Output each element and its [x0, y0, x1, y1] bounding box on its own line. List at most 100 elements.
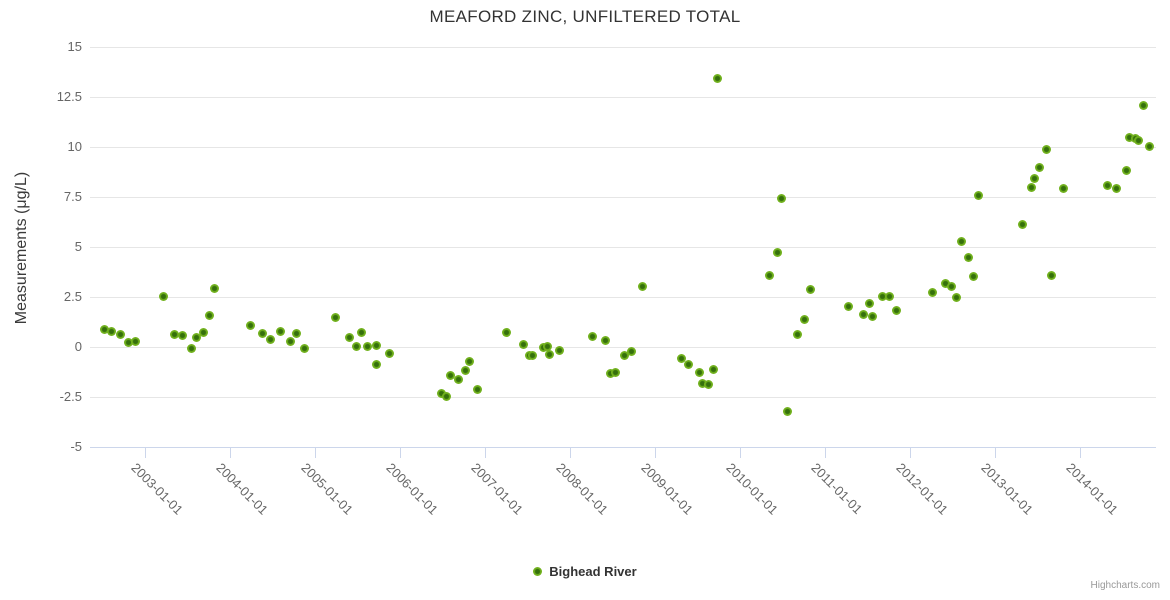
data-point[interactable]	[927, 287, 937, 297]
data-point[interactable]	[292, 328, 302, 338]
data-point[interactable]	[473, 384, 483, 394]
data-point[interactable]	[708, 364, 718, 374]
gridline	[90, 196, 1156, 198]
data-point[interactable]	[461, 365, 471, 375]
gridline	[90, 46, 1156, 48]
data-point[interactable]	[441, 391, 451, 401]
data-point[interactable]	[371, 340, 381, 350]
data-point[interactable]	[627, 346, 636, 356]
data-point[interactable]	[106, 326, 116, 336]
data-point[interactable]	[258, 328, 268, 338]
data-point[interactable]	[436, 388, 446, 398]
data-point[interactable]	[191, 332, 201, 342]
data-point[interactable]	[542, 341, 552, 351]
data-point[interactable]	[159, 291, 169, 301]
data-point[interactable]	[783, 406, 793, 416]
data-point[interactable]	[210, 283, 220, 293]
data-point[interactable]	[130, 336, 140, 346]
data-point[interactable]	[519, 339, 529, 349]
data-point[interactable]	[940, 278, 950, 288]
data-point[interactable]	[265, 334, 275, 344]
data-point[interactable]	[246, 320, 256, 330]
data-point[interactable]	[695, 367, 704, 377]
data-point[interactable]	[351, 341, 361, 351]
data-point[interactable]	[178, 330, 188, 340]
data-point[interactable]	[963, 252, 973, 262]
data-point[interactable]	[951, 292, 961, 302]
data-point[interactable]	[587, 331, 597, 341]
data-point[interactable]	[199, 327, 209, 337]
data-point[interactable]	[877, 291, 887, 301]
data-point[interactable]	[371, 359, 381, 369]
data-point[interactable]	[698, 378, 708, 388]
data-point[interactable]	[968, 271, 978, 281]
data-point[interactable]	[1058, 183, 1068, 193]
data-point[interactable]	[286, 336, 296, 346]
data-point[interactable]	[528, 350, 538, 360]
data-point[interactable]	[1041, 144, 1051, 154]
data-point[interactable]	[123, 337, 133, 347]
data-point[interactable]	[884, 291, 894, 301]
data-point[interactable]	[502, 327, 512, 337]
data-point[interactable]	[116, 329, 126, 339]
data-point[interactable]	[363, 341, 373, 351]
data-point[interactable]	[1035, 162, 1045, 172]
data-point[interactable]	[1144, 141, 1154, 151]
data-point[interactable]	[776, 193, 786, 203]
data-point[interactable]	[712, 73, 722, 83]
data-point[interactable]	[892, 305, 902, 315]
data-point[interactable]	[620, 350, 630, 360]
data-point[interactable]	[1026, 182, 1036, 192]
data-point[interactable]	[1103, 180, 1113, 190]
data-point[interactable]	[186, 343, 196, 353]
data-point[interactable]	[1018, 219, 1028, 229]
x-axis-line	[90, 447, 1156, 448]
x-tick-label: 2011-01-01	[808, 460, 866, 517]
data-point[interactable]	[610, 367, 620, 377]
data-point[interactable]	[703, 379, 713, 389]
data-point[interactable]	[554, 345, 564, 355]
data-point[interactable]	[1138, 100, 1148, 110]
data-point[interactable]	[465, 356, 475, 366]
data-point[interactable]	[344, 332, 354, 342]
data-point[interactable]	[946, 281, 956, 291]
data-point[interactable]	[1029, 173, 1039, 183]
data-point[interactable]	[859, 309, 869, 319]
data-point[interactable]	[384, 348, 394, 358]
data-point[interactable]	[1111, 183, 1121, 193]
data-point[interactable]	[299, 343, 309, 353]
data-point[interactable]	[605, 368, 615, 378]
data-point[interactable]	[764, 270, 774, 280]
data-point[interactable]	[454, 374, 464, 384]
legend-item-bighead-river[interactable]: Bighead River	[0, 560, 1170, 582]
x-tick-label: 2006-01-01	[383, 460, 442, 518]
data-point[interactable]	[806, 284, 816, 294]
data-point[interactable]	[843, 301, 853, 311]
data-point[interactable]	[973, 190, 983, 200]
data-point[interactable]	[356, 327, 366, 337]
data-point[interactable]	[1121, 165, 1131, 175]
data-point[interactable]	[331, 312, 341, 322]
data-point[interactable]	[799, 314, 809, 324]
data-point[interactable]	[205, 310, 215, 320]
data-point[interactable]	[1125, 132, 1135, 142]
data-point[interactable]	[677, 353, 687, 363]
data-point[interactable]	[1046, 270, 1056, 280]
data-point[interactable]	[445, 370, 455, 380]
x-tick-label: 2003-01-01	[128, 460, 187, 518]
data-point[interactable]	[956, 236, 966, 246]
data-point[interactable]	[683, 359, 693, 369]
data-point[interactable]	[865, 298, 875, 308]
data-point[interactable]	[792, 329, 802, 339]
data-point[interactable]	[99, 324, 109, 334]
data-point[interactable]	[600, 335, 610, 345]
data-point[interactable]	[773, 247, 783, 257]
credits-link[interactable]: Highcharts.com	[1090, 580, 1160, 591]
data-point[interactable]	[638, 281, 648, 291]
data-point[interactable]	[544, 349, 554, 359]
data-point[interactable]	[275, 326, 285, 336]
data-point[interactable]	[868, 311, 878, 321]
data-point[interactable]	[169, 329, 179, 339]
data-point[interactable]	[1134, 135, 1144, 145]
